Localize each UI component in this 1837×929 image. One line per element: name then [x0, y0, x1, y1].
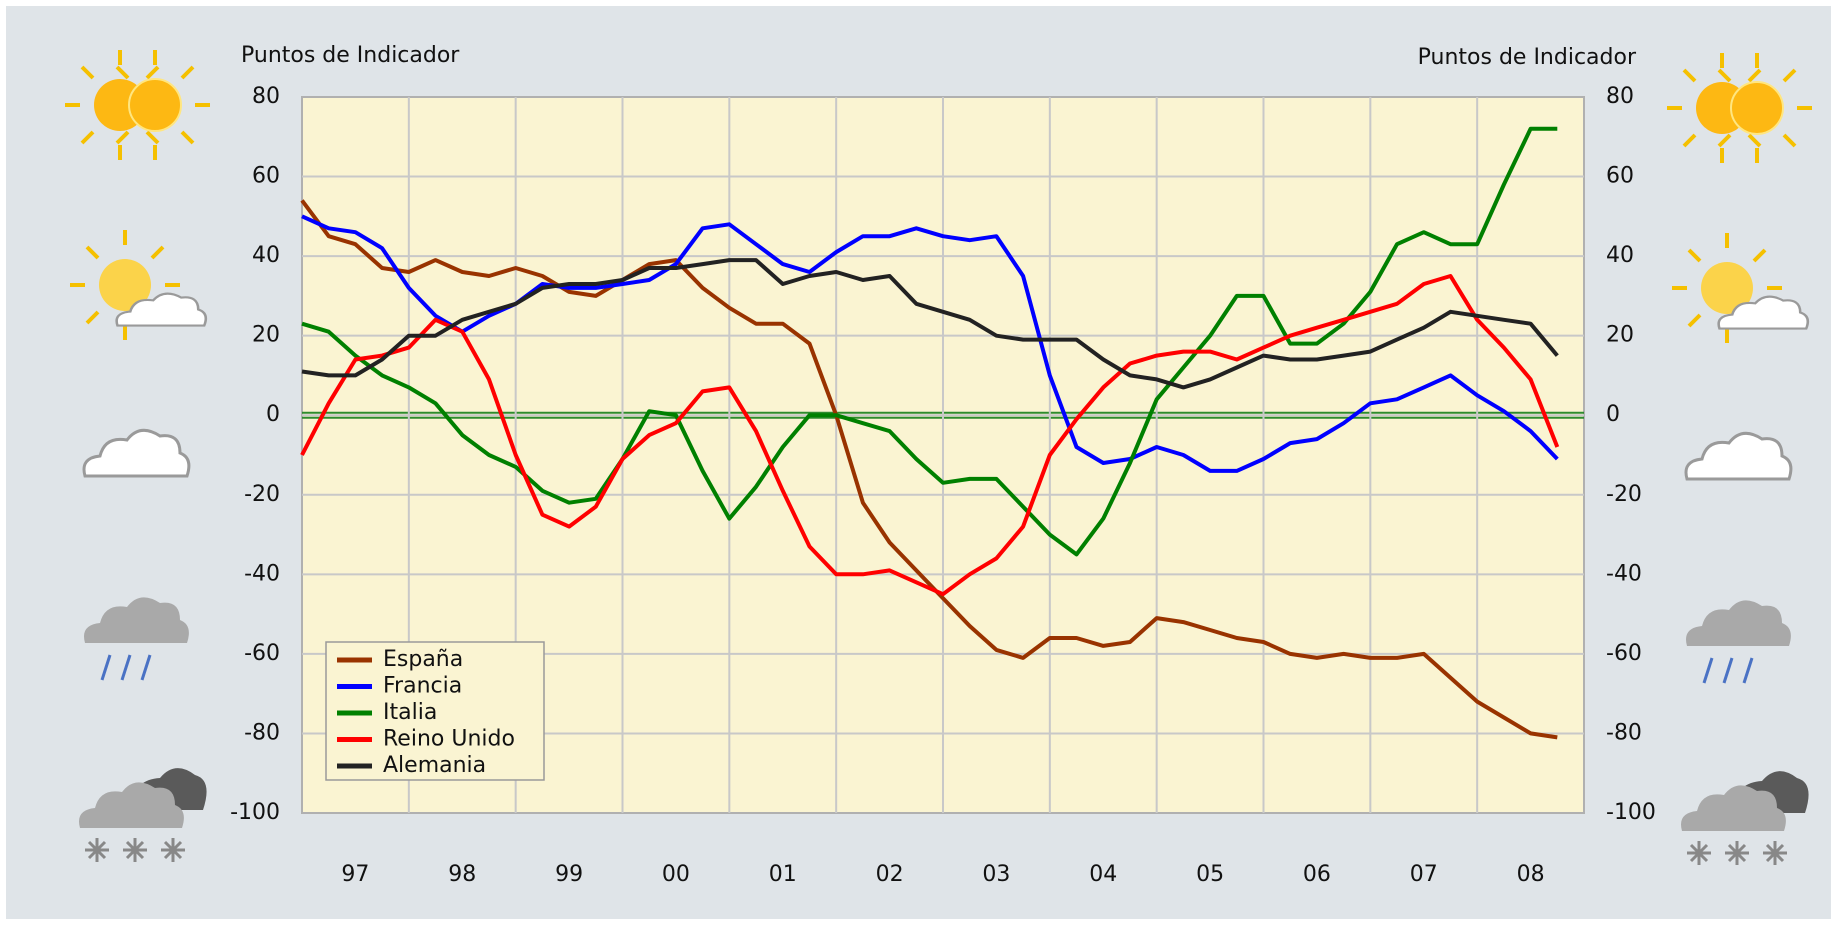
y2-tick-label: -80 [1606, 720, 1642, 745]
x-tick-label: 07 [1410, 862, 1438, 887]
legend-label: Alemania [383, 753, 486, 778]
y2-tick-label: -40 [1606, 561, 1642, 586]
y-tick-label: 0 [266, 402, 280, 427]
x-tick-label: 99 [555, 862, 583, 887]
legend-label: Reino Unido [383, 727, 515, 752]
x-tick-label: 06 [1303, 862, 1331, 887]
y2-axis-title: Puntos de Indicador [1418, 45, 1637, 70]
x-tick-label: 08 [1517, 862, 1545, 887]
y-tick-label: 40 [252, 243, 280, 268]
y-tick-label: 60 [252, 164, 280, 189]
y2-tick-label: 80 [1606, 84, 1634, 109]
y2-tick-label: -20 [1606, 482, 1642, 507]
y-tick-label: -40 [244, 561, 280, 586]
y2-tick-label: 0 [1606, 402, 1620, 427]
y2-tick-label: -60 [1606, 641, 1642, 666]
x-tick-label: 02 [876, 862, 904, 887]
y2-tick-label: -100 [1606, 800, 1656, 825]
x-tick-label: 04 [1089, 862, 1117, 887]
y-tick-label: -100 [230, 800, 280, 825]
legend-label: Italia [383, 700, 437, 725]
x-tick-label: 03 [982, 862, 1010, 887]
x-tick-label: 97 [341, 862, 369, 887]
y-tick-label: 20 [252, 323, 280, 348]
series-line [301, 258, 1559, 390]
series-line [300, 199, 1558, 740]
y-tick-label: -20 [244, 482, 280, 507]
legend-label: España [383, 647, 463, 672]
grid: -100-80-60-40-20020406080-100-80-60-40-2… [230, 84, 1656, 887]
legend-label: Francia [383, 674, 462, 699]
lines [300, 126, 1560, 740]
y2-tick-label: 60 [1606, 164, 1634, 189]
y2-tick-label: 40 [1606, 243, 1634, 268]
y-tick-label: 80 [252, 84, 280, 109]
x-tick-label: 98 [448, 862, 476, 887]
series-line [300, 274, 1560, 597]
x-tick-label: 01 [769, 862, 797, 887]
x-tick-label: 05 [1196, 862, 1224, 887]
y2-tick-label: 20 [1606, 323, 1634, 348]
y-axis-title: Puntos de Indicador [241, 43, 460, 68]
y-tick-label: -60 [244, 641, 280, 666]
y-tick-label: -80 [244, 720, 280, 745]
x-tick-label: 00 [662, 862, 690, 887]
